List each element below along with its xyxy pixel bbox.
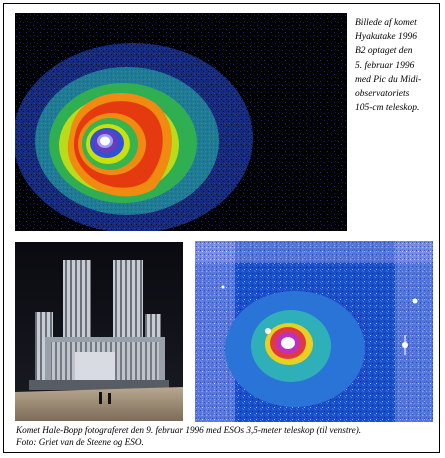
caption-line: 5. februar 1996 <box>355 60 415 71</box>
caption-line: med Pic du Midi- <box>355 74 422 85</box>
hale-bopp-caption: Komet Hale-Bopp fotograferet den 9. febr… <box>16 424 436 448</box>
caption-line: Hyakutake 1996 <box>355 32 417 43</box>
photo-credit: Foto: Griet van de Steene og ESO. <box>16 437 144 447</box>
telescope-photo <box>15 242 183 421</box>
caption-line: Billede af komet <box>355 18 417 28</box>
hale-bopp-comet-image <box>195 241 433 422</box>
caption-line: 105-cm teleskop. <box>355 103 420 114</box>
hyakutake-caption: Billede af komet Hyakutake 1996 B2 optag… <box>355 16 441 115</box>
document-page: Billede af komet Hyakutake 1996 B2 optag… <box>3 3 440 453</box>
caption-line: observatoriets <box>355 89 410 100</box>
caption-line: B2 optaget den <box>355 46 413 57</box>
caption-line: Komet Hale-Bopp fotograferet den 9. febr… <box>16 425 362 435</box>
hyakutake-comet-image <box>15 13 347 231</box>
